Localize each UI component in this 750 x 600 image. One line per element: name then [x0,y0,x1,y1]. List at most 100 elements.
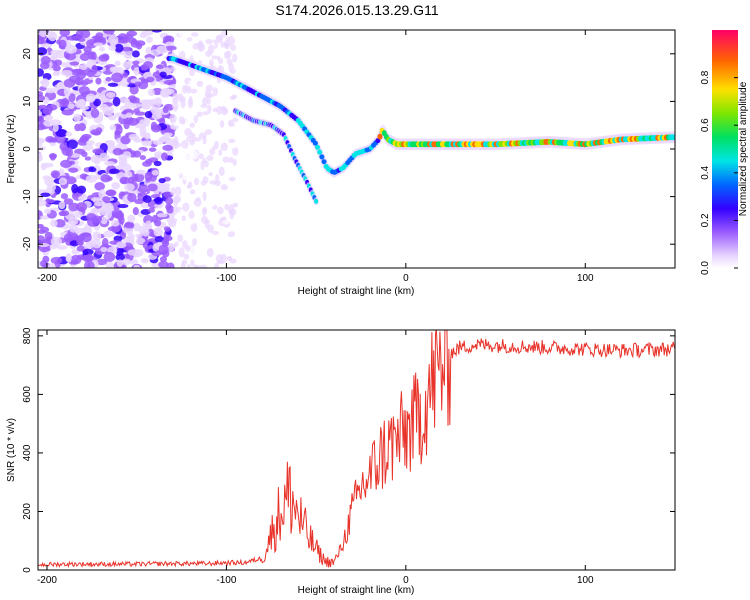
spectrogram-noise-cell [192,264,198,268]
spectrogram-noise-cell [188,219,195,225]
spectrogram-noise-cell [231,94,238,100]
spectrogram-noise-cell [38,223,45,229]
spectrogram-xtick-label: 0 [403,273,409,284]
spectrogram-noise-cell [78,122,87,132]
spectrogram-noise-cell [206,96,211,105]
spectrogram-noise-cell [44,198,56,204]
spectrogram-noise-cell [106,140,116,148]
spectrogram-noise-cell [207,104,212,114]
snr-panel: -200 -100 0 100 0 200 400 600 800 Height of str… [6,327,676,596]
spectrogram-noise-cell [182,202,190,212]
spectrogram-noise-cell [133,136,141,143]
spectrogram-noise-cell [184,118,190,128]
spectrogram-noise-cell [132,207,139,216]
colorbar: 0.0 0.2 0.4 0.6 0.8 Normalized spectral ampl… [700,30,749,275]
spectrogram-noise-cell [144,171,153,181]
spectrogram-noise-cell [223,108,228,114]
spectrogram-noise-cell [210,186,217,197]
spectrogram-noise-cell [40,260,48,268]
spectrogram-noise-cell [152,243,160,252]
spectrogram-noise-cell [190,222,198,232]
spectrogram-noise-cell [190,32,199,37]
spectrogram-noise-cell [222,156,230,163]
spectrogram-noise-cell [225,50,232,59]
spectrogram-noise-cell [134,111,146,116]
spectrogram-noise-cell [229,176,236,182]
spectrogram-noise-cell [61,109,74,116]
spectrogram-noise-cell [44,176,55,187]
spectrogram-noise-cell [133,222,141,232]
spectrogram-noise-cell [212,87,218,97]
spectrogram-noise-cell [127,214,136,223]
spectrogram-noise-cell [159,71,167,78]
spectrogram-ridge-cell [312,140,318,146]
spectrogram-noise-cell [117,39,129,44]
spectrogram-noise-cell [204,129,212,135]
spectrogram-noise-cell [108,44,117,51]
spectrogram-noise-cell [109,168,120,174]
colorbar-tick-label: 0.0 [700,261,711,275]
spectrogram-x-label: Height of straight line (km) [298,286,415,297]
figure-title: S174.2026.015.13.29.G11 [275,2,438,18]
spectrogram-noise-cell [50,236,62,247]
spectrogram-noise-cell [38,141,43,147]
spectrogram-noise-cell [186,135,193,142]
spectrogram-noise-cell [96,36,106,43]
spectrogram-noise-cell [212,96,220,104]
spectrogram-noise-cell [217,206,224,215]
spectrogram-noise-cell [154,196,163,205]
spectrogram-noise-cell [176,44,185,53]
spectrogram-noise-cell [105,190,116,197]
spectrogram-noise-cell [124,98,131,108]
spectrogram-noise-cell [97,95,105,101]
spectrogram-noise-cell [118,157,128,166]
spectrogram-noise-cell [45,87,56,94]
snr-xtick-label: 100 [577,575,594,586]
spectrogram-ytick-label: -20 [22,237,33,252]
spectrogram-noise-cell [194,209,200,218]
spectrogram-noise-cell [197,40,204,49]
spectrogram-noise-cell [38,243,50,248]
spectrogram-noise-cell [217,162,223,167]
spectrogram-noise-cell [40,192,51,197]
spectrogram-noise-cell [228,121,235,128]
spectrogram-noise-cell [215,254,223,264]
spectrogram-noise-cell [50,170,61,179]
spectrogram-noise-cell [124,221,135,229]
spectrogram-noise-cell [111,181,120,190]
spectrogram-noise-cell [154,219,162,227]
spectrogram-noise-cell [42,106,53,116]
spectrogram-noise-cell [198,132,207,139]
spectrogram-noise-cell [159,256,168,263]
snr-xtick-label: 0 [403,575,409,586]
spectrogram-noise-cell [145,220,152,229]
spectrogram-noise-cell [148,88,155,97]
spectrogram-noise-cell [68,216,79,226]
colorbar-tick-label: 0.2 [700,213,711,227]
spectrogram-noise-cell [50,49,62,55]
spectrogram-noise-cell [200,160,205,171]
spectrogram-noise-cell [105,76,112,82]
spectrogram-noise-cell [220,142,229,152]
spectrogram-noise-cell [107,114,117,121]
spectrogram-noise-cell [80,135,90,141]
spectrogram-ytick-label: 10 [22,95,33,107]
spectrogram-noise-cell [190,88,198,94]
spectrogram-noise-cell [180,98,186,109]
spectrogram-noise-cell [146,36,153,43]
colorbar-label: Normalized spectral amplitude [738,81,749,216]
spectrogram-noise-cell [50,219,58,227]
colorbar-tick-label: 0.4 [700,165,711,179]
spectrogram-noise-cell [58,211,67,217]
spectrogram-noise-cell [161,249,170,258]
spectrogram-noise-cell [228,63,235,72]
spectrogram-noise-cell [58,201,66,210]
spectrogram-noise-cell [117,204,129,209]
snr-frame [37,329,676,571]
spectrogram-noise-cell [107,82,119,87]
spectrogram-noise-cell [92,238,101,249]
spectrogram-noise-cell [232,146,239,157]
spectrogram-noise-cell [223,39,230,49]
spectrogram-noise-cell [126,83,138,88]
